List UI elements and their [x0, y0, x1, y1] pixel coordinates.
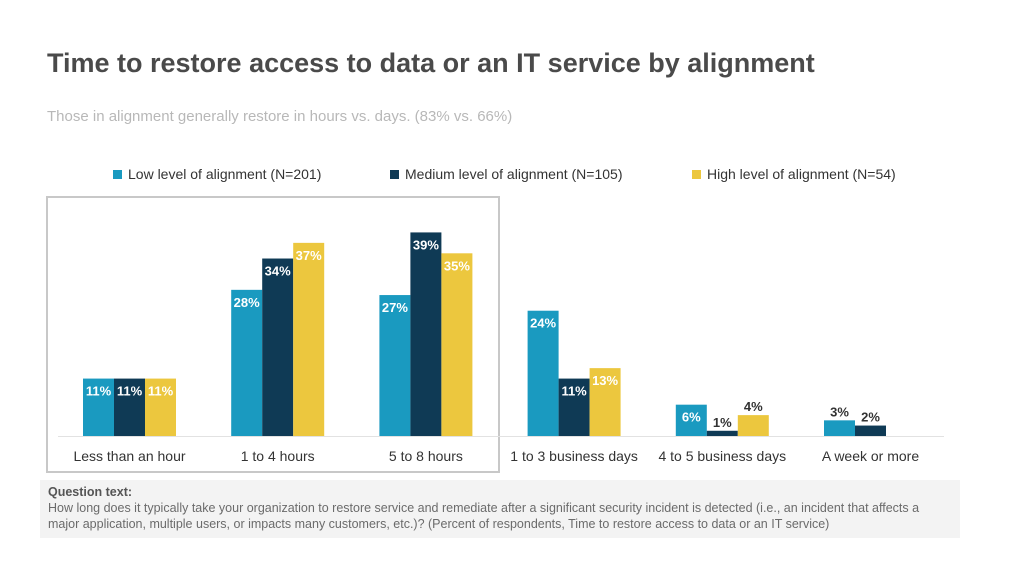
- bar-2-3: [589, 368, 621, 436]
- legend-item-low: Low level of alignment (N=201): [113, 166, 321, 182]
- bar-2-4: [737, 415, 769, 436]
- legend-item-medium: Medium level of alignment (N=105): [390, 166, 623, 182]
- hours-highlight-box: [46, 196, 500, 473]
- data-label-0-3: 24%: [530, 316, 556, 331]
- bar-1-2: [410, 232, 442, 436]
- data-label-2-3: 13%: [592, 373, 618, 388]
- data-label-1-0: 11%: [117, 384, 143, 399]
- bar-1-3: [558, 378, 590, 436]
- bar-0-2: [379, 295, 411, 436]
- bar-0-4: [675, 404, 707, 436]
- legend-label-medium: Medium level of alignment (N=105): [405, 166, 623, 182]
- bar-2-0: [145, 378, 176, 436]
- data-label-1-5: 2%: [861, 410, 880, 425]
- legend-label-low: Low level of alignment (N=201): [128, 166, 322, 182]
- bar-2-1: [293, 242, 325, 436]
- chart-subtitle: Those in alignment generally restore in …: [47, 108, 513, 125]
- legend: Low level of alignment (N=201) Medium le…: [0, 166, 1024, 186]
- bar-2-2: [441, 253, 473, 436]
- bar-0-3: [527, 310, 559, 436]
- bar-1-0: [114, 378, 145, 436]
- data-label-2-1: 37%: [296, 248, 322, 263]
- question-text-box: Question text: How long does it typicall…: [40, 480, 960, 538]
- data-label-0-1: 28%: [234, 295, 260, 310]
- question-label: Question text:: [48, 485, 133, 499]
- data-label-0-5: 3%: [830, 404, 849, 419]
- data-label-1-4: 1%: [713, 415, 732, 430]
- bar-0-1: [231, 289, 263, 436]
- category-label-0: Less than an hour: [73, 448, 185, 464]
- legend-label-high: High level of alignment (N=54): [707, 166, 896, 182]
- category-label-1: 1 to 4 hours: [241, 448, 315, 464]
- bar-0-5: [824, 420, 855, 436]
- data-label-2-2: 35%: [444, 258, 470, 273]
- data-label-0-4: 6%: [682, 410, 701, 425]
- data-label-0-0: 11%: [86, 384, 112, 399]
- legend-swatch-low: [113, 169, 122, 179]
- legend-swatch-high: [692, 169, 701, 179]
- chart-title: Time to restore access to data or an IT …: [47, 48, 815, 78]
- category-label-5: A week or more: [822, 448, 919, 464]
- bar-1-4: [706, 430, 738, 436]
- bar-1-1: [262, 258, 294, 436]
- category-label-3: 1 to 3 business days: [510, 448, 638, 464]
- data-label-1-3: 11%: [561, 384, 587, 399]
- data-label-2-0: 11%: [148, 384, 174, 399]
- bar-0-0: [83, 378, 114, 436]
- data-label-0-2: 27%: [382, 300, 408, 315]
- category-label-4: 4 to 5 business days: [658, 448, 786, 464]
- category-label-2: 5 to 8 hours: [389, 448, 463, 464]
- bar-1-5: [855, 425, 886, 436]
- data-label-1-1: 34%: [265, 264, 291, 279]
- legend-swatch-medium: [390, 169, 399, 179]
- question-body: How long does it typically take your org…: [48, 501, 920, 531]
- data-label-2-4: 4%: [744, 399, 763, 414]
- data-label-1-2: 39%: [413, 237, 439, 252]
- legend-item-high: High level of alignment (N=54): [692, 166, 896, 182]
